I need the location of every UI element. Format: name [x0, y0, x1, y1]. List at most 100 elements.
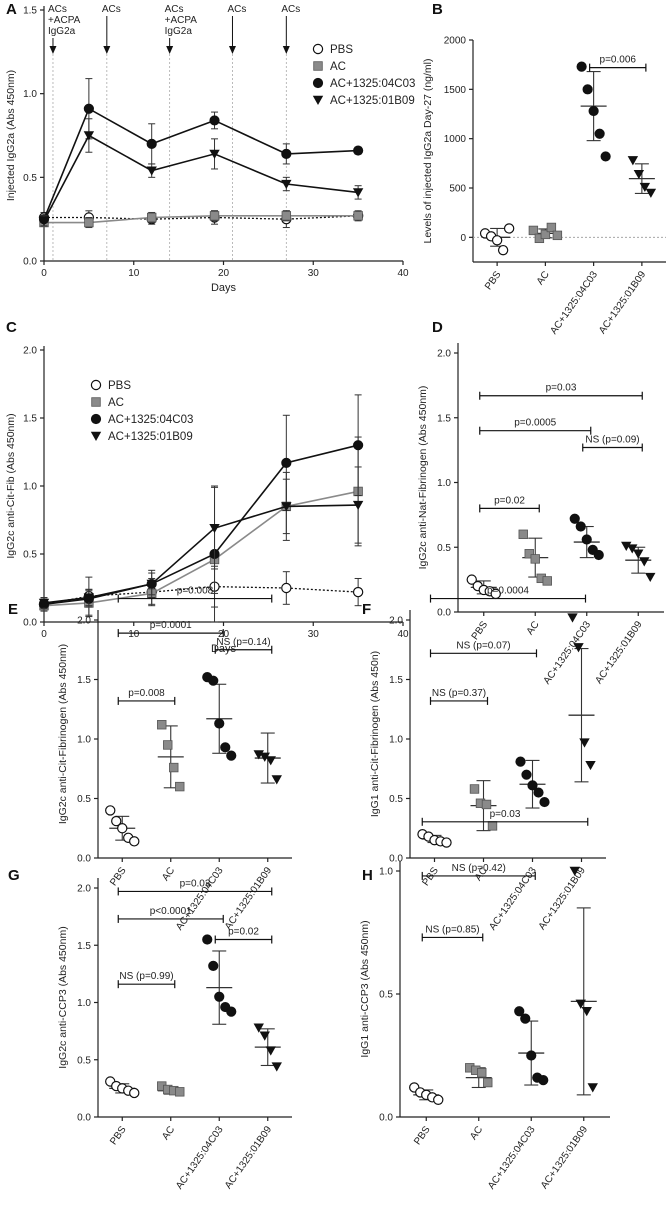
data-point [491, 235, 503, 246]
category-label: AC+1325:01B09 [223, 865, 275, 932]
comparison-bracket: NS (p=0.09) [582, 435, 643, 452]
data-point [582, 84, 593, 95]
data-point [259, 1031, 270, 1041]
data-point [352, 586, 364, 598]
data-point [208, 960, 219, 971]
data-point [546, 222, 557, 233]
injection-label: ACs [48, 4, 67, 15]
group-pbs [479, 223, 515, 256]
data-point [146, 138, 157, 149]
comparison-bracket: NS (p=0.85) [421, 924, 484, 942]
y-tick-label: 2.0 [389, 616, 403, 627]
legend: PBS AC AC+1325:04C03 AC+1325:01B09 [90, 379, 193, 443]
group-ac-1325-01b09 [253, 1023, 282, 1072]
data-point [633, 549, 644, 559]
comparison-bracket: p=0.008 [117, 586, 273, 603]
legend-label: PBS [108, 380, 131, 392]
p-value-label: p=0.008 [128, 688, 165, 699]
data-point [208, 675, 219, 686]
injection-label: ACs [281, 4, 300, 15]
legend-marker [90, 431, 102, 441]
category-label: AC+1325:01B09 [593, 619, 645, 686]
data-point [639, 557, 650, 567]
comparison-bracket: p=0.006 [589, 55, 647, 72]
x-tick-label: 20 [218, 268, 230, 279]
data-point [567, 613, 578, 623]
data-point [552, 230, 563, 241]
comparison-bracket: p=0.008 [117, 688, 176, 705]
panel-letter: D [432, 319, 443, 336]
y-tick-label: 1.5 [23, 414, 37, 425]
data-point [594, 128, 605, 139]
data-point [588, 105, 599, 117]
group-ac-1325-01b09 [567, 613, 596, 783]
p-value-label: NS (p=0.07) [456, 640, 510, 651]
category-label: AC [160, 1124, 177, 1142]
y-axis-label: IgG1 anti-Cit-Fibrinogen (Abs 450n) [369, 651, 381, 817]
data-point [83, 593, 95, 603]
y-tick-label: 2000 [444, 36, 467, 47]
data-point [581, 534, 592, 545]
x-tick-label: 0 [41, 268, 47, 279]
data-point [540, 229, 551, 240]
category-label: AC+1325:04C03 [174, 1124, 226, 1191]
data-point [281, 502, 292, 512]
y-axis-label: IgG2c anti-Cit-Fibrinogen (Abs 450nm) [57, 644, 69, 824]
data-point [353, 211, 363, 221]
y-tick-label: 1.0 [23, 482, 37, 493]
data-point [600, 151, 611, 162]
data-point [271, 775, 282, 785]
data-point [202, 934, 213, 945]
comparison-bracket: p=0.02 [214, 927, 273, 944]
legend-marker [90, 379, 102, 391]
comparison-bracket: p<0.0001 [117, 906, 224, 923]
group-ac-1325-04c03 [569, 513, 604, 561]
data-point [581, 1007, 592, 1017]
series-line [43, 490, 359, 607]
group-ac-1325-01b09 [569, 866, 598, 1096]
p-value-label: NS (p=0.85) [425, 924, 479, 935]
legend-marker [312, 77, 324, 89]
data-point [645, 572, 656, 583]
data-point [265, 756, 276, 766]
group-ac [518, 529, 552, 586]
data-point [352, 188, 364, 198]
group-ac [157, 1081, 185, 1097]
panel-e: E 0.0 0.5 1.0 1.5 2.0 IgG2c anti-Cit-Fibrinoge… [8, 586, 292, 933]
data-point [633, 169, 645, 180]
data-point [209, 211, 220, 221]
y-tick-label: 1500 [444, 85, 467, 96]
data-point [576, 61, 587, 72]
data-point [639, 182, 651, 193]
p-value-label: p<0.0001 [150, 906, 192, 917]
p-value-label: NS (p=0.37) [432, 688, 486, 699]
y-axis-label: IgG2c anti-Cit-Fib (Abs 450nm) [5, 413, 17, 558]
p-value-label: p=0.008 [177, 586, 214, 597]
data-point [621, 541, 632, 551]
y-tick-label: 0.0 [23, 618, 37, 629]
data-point [209, 115, 220, 126]
y-tick-label: 2.0 [23, 346, 37, 357]
category-label: PBS [470, 619, 491, 642]
comparison-bracket: p=0.03 [479, 383, 643, 400]
comparison-bracket: p=0.03 [117, 878, 273, 896]
y-tick-label: 1.0 [437, 478, 451, 489]
legend-marker [312, 95, 324, 105]
y-axis-label: IgG2c anti-CCP3 (Abs 450nm) [57, 926, 69, 1068]
group-ac-1325-01b09 [621, 541, 656, 583]
comparison-bracket: NS (p=0.07) [429, 640, 538, 658]
category-label: AC+1325:01B09 [597, 269, 649, 336]
data-point [226, 750, 237, 761]
group-pbs [409, 1082, 444, 1105]
data-point [526, 1050, 537, 1061]
x-tick-label: 40 [397, 268, 409, 279]
comparison-bracket: p=0.0001 [117, 620, 224, 638]
comparison-bracket: NS (p=0.99) [117, 971, 176, 989]
y-tick-label: 1.5 [23, 6, 37, 17]
group-pbs [466, 574, 501, 600]
category-label: AC+1325:04C03 [174, 865, 226, 932]
x-tick-label: 10 [128, 629, 140, 640]
injection-label: IgG2a [48, 26, 76, 37]
y-tick-label: 1.0 [77, 735, 91, 746]
data-point [353, 145, 364, 156]
